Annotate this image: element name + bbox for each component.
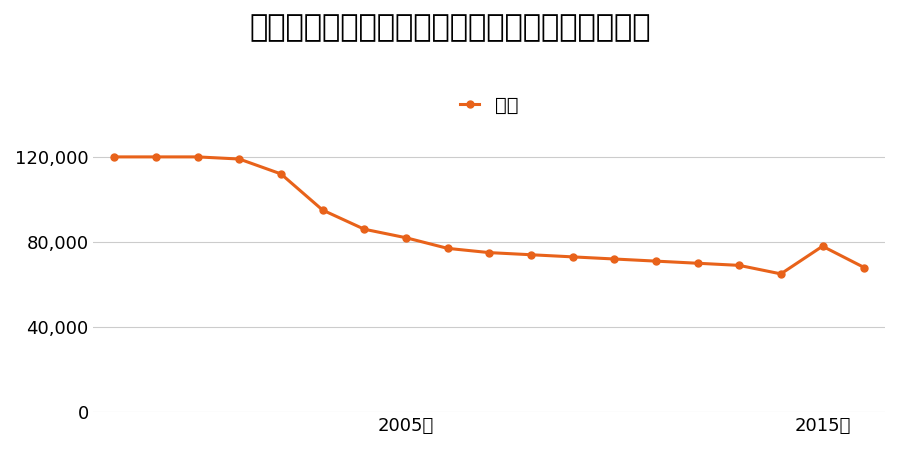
価格 (150, 154, 161, 160)
価格 (275, 171, 286, 176)
価格 (400, 235, 411, 240)
価格 (317, 207, 328, 213)
Legend: 価格: 価格 (452, 88, 526, 123)
価格 (692, 261, 703, 266)
価格 (234, 156, 245, 162)
価格 (859, 265, 869, 270)
価格 (567, 254, 578, 260)
価格 (193, 154, 203, 160)
Text: 兵庫県姫路市大塩町汐咲３丁目１０番の地価推移: 兵庫県姫路市大塩町汐咲３丁目１０番の地価推移 (249, 14, 651, 42)
Line: 価格: 価格 (111, 153, 868, 277)
価格 (608, 256, 619, 262)
価格 (109, 154, 120, 160)
価格 (442, 246, 453, 251)
価格 (484, 250, 495, 255)
価格 (776, 271, 787, 277)
価格 (817, 243, 828, 249)
価格 (526, 252, 536, 257)
価格 (359, 226, 370, 232)
価格 (734, 263, 744, 268)
価格 (651, 258, 661, 264)
